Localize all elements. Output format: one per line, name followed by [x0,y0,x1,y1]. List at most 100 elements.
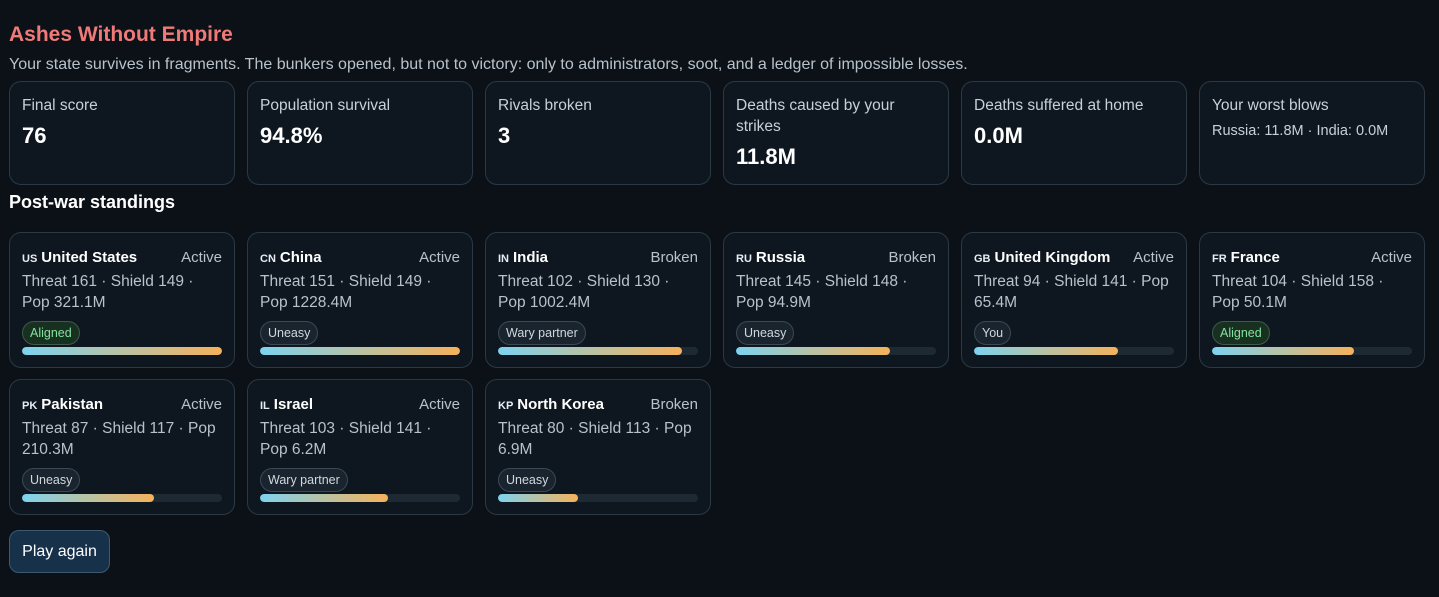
nation-card-header: FR France Active [1212,248,1412,269]
stat-value: 11.8M [736,144,796,169]
strength-bar [260,494,460,502]
nation-stats: Threat 151 · Shield 149 · Pop 1228.4M [260,273,432,311]
country-code: IL [260,400,270,412]
nation-name-group: KP North Korea [498,395,604,416]
strength-bar [974,347,1174,355]
country-code: IN [498,253,509,265]
results-screen: Ashes Without Empire Your state survives… [9,23,1430,573]
relation-badge: Uneasy [260,321,319,345]
stat-deaths-suffered: Deaths suffered at home 0.0M [961,81,1187,185]
nation-stats: Threat 103 · Shield 141 · Pop 6.2M [260,420,432,458]
relation-badge: Wary partner [498,321,586,345]
strength-bar [498,347,698,355]
strength-bar [22,347,222,355]
strength-bar [498,494,698,502]
strength-bar-fill [498,347,682,355]
nation-name: United Kingdom [994,249,1111,266]
strength-bar-fill [22,494,154,502]
nation-card-header: CN China Active [260,248,460,269]
stat-value: 94.8% [260,123,323,148]
nation-card: US United States Active Threat 161 · Shield… [9,232,235,368]
nation-card: GB United Kingdom Active Threat 94 · Shield… [961,232,1187,368]
nation-status: Broken [650,396,698,413]
stat-value: 0.0M [974,123,1023,148]
country-code: KP [498,400,514,412]
strength-bar-fill [736,347,890,355]
nation-name-group: FR France [1212,248,1280,269]
nation-name: North Korea [517,396,604,413]
relation-badge: Uneasy [736,321,795,345]
country-code: FR [1212,253,1227,265]
nation-name: Russia [755,249,806,266]
nation-name: India [513,249,549,266]
nation-name-group: CN China [260,248,322,269]
relation-badge: Aligned [22,321,80,345]
country-code: PK [22,400,38,412]
stat-rivals-broken: Rivals broken 3 [485,81,711,185]
nation-name: United States [41,249,138,266]
relation-badge: Uneasy [498,468,557,492]
strength-bar-fill [260,347,460,355]
nation-status: Active [419,396,460,413]
strength-bar-fill [260,494,388,502]
stat-worst-blows: Your worst blows Russia: 11.8M · India: … [1199,81,1425,185]
stat-value: 76 [22,123,47,148]
nation-name: Pakistan [41,396,103,413]
nation-card-header: RU Russia Broken [736,248,936,269]
nation-name: China [279,249,322,266]
nation-card: IL Israel Active Threat 103 · Shield 141 · … [247,379,473,515]
play-again-button[interactable]: Play again [9,530,110,573]
strength-bar [22,494,222,502]
nation-stats: Threat 104 · Shield 158 · Pop 50.1M [1212,273,1384,311]
strength-bar-fill [1212,347,1354,355]
nation-status: Active [419,249,460,266]
country-code: RU [736,253,752,265]
stat-deaths-caused: Deaths caused by your strikes 11.8M [723,81,949,185]
standings-grid: US United States Active Threat 161 · Shield… [9,232,1430,515]
stat-note: Russia: 11.8M · India: 0.0M [1212,123,1389,139]
relation-badge: You [974,321,1012,345]
country-code: US [22,253,38,265]
stat-final-score: Final score 76 [9,81,235,185]
nation-stats: Threat 161 · Shield 149 · Pop 321.1M [22,273,194,311]
summary-stats: Final score 76 Population survival 94.8%… [9,81,1430,185]
nation-card: CN China Active Threat 151 · Shield 149 · P… [247,232,473,368]
nation-status: Active [1371,249,1412,266]
nation-name: France [1230,249,1280,266]
stat-label: Population survival [260,97,391,114]
relation-badge: Wary partner [260,468,348,492]
nation-name-group: US United States [22,248,137,269]
relation-badge: Aligned [1212,321,1270,345]
country-code: CN [260,253,276,265]
nation-card: PK Pakistan Active Threat 87 · Shield 117 ·… [9,379,235,515]
country-code: GB [974,253,991,265]
strength-bar-fill [22,347,222,355]
nation-card-header: KP North Korea Broken [498,395,698,416]
nation-card-header: IN India Broken [498,248,698,269]
page-title: Ashes Without Empire [9,23,233,46]
nation-stats: Threat 102 · Shield 130 · Pop 1002.4M [498,273,670,311]
nation-name-group: IL Israel [260,395,313,416]
page-subtitle: Your state survives in fragments. The bu… [9,56,968,73]
nation-status: Active [181,396,222,413]
nation-card: IN India Broken Threat 102 · Shield 130 · P… [485,232,711,368]
stat-label: Final score [22,97,98,114]
nation-status: Broken [888,249,936,266]
strength-bar [260,347,460,355]
nation-name-group: PK Pakistan [22,395,103,416]
standings-title: Post-war standings [9,192,176,212]
stat-label: Deaths caused by your strikes [736,97,895,135]
stat-population-survival: Population survival 94.8% [247,81,473,185]
nation-card-header: PK Pakistan Active [22,395,222,416]
nation-stats: Threat 80 · Shield 113 · Pop 6.9M [498,420,692,458]
nation-name-group: RU Russia [736,248,805,269]
nation-card-header: IL Israel Active [260,395,460,416]
nation-status: Active [181,249,222,266]
nation-name-group: IN India [498,248,548,269]
stat-label: Your worst blows [1212,97,1329,114]
stat-label: Deaths suffered at home [974,97,1144,114]
nation-card: FR France Active Threat 104 · Shield 158 · … [1199,232,1425,368]
nation-status: Broken [650,249,698,266]
nation-name-group: GB United Kingdom [974,248,1110,269]
stat-label: Rivals broken [498,97,592,114]
